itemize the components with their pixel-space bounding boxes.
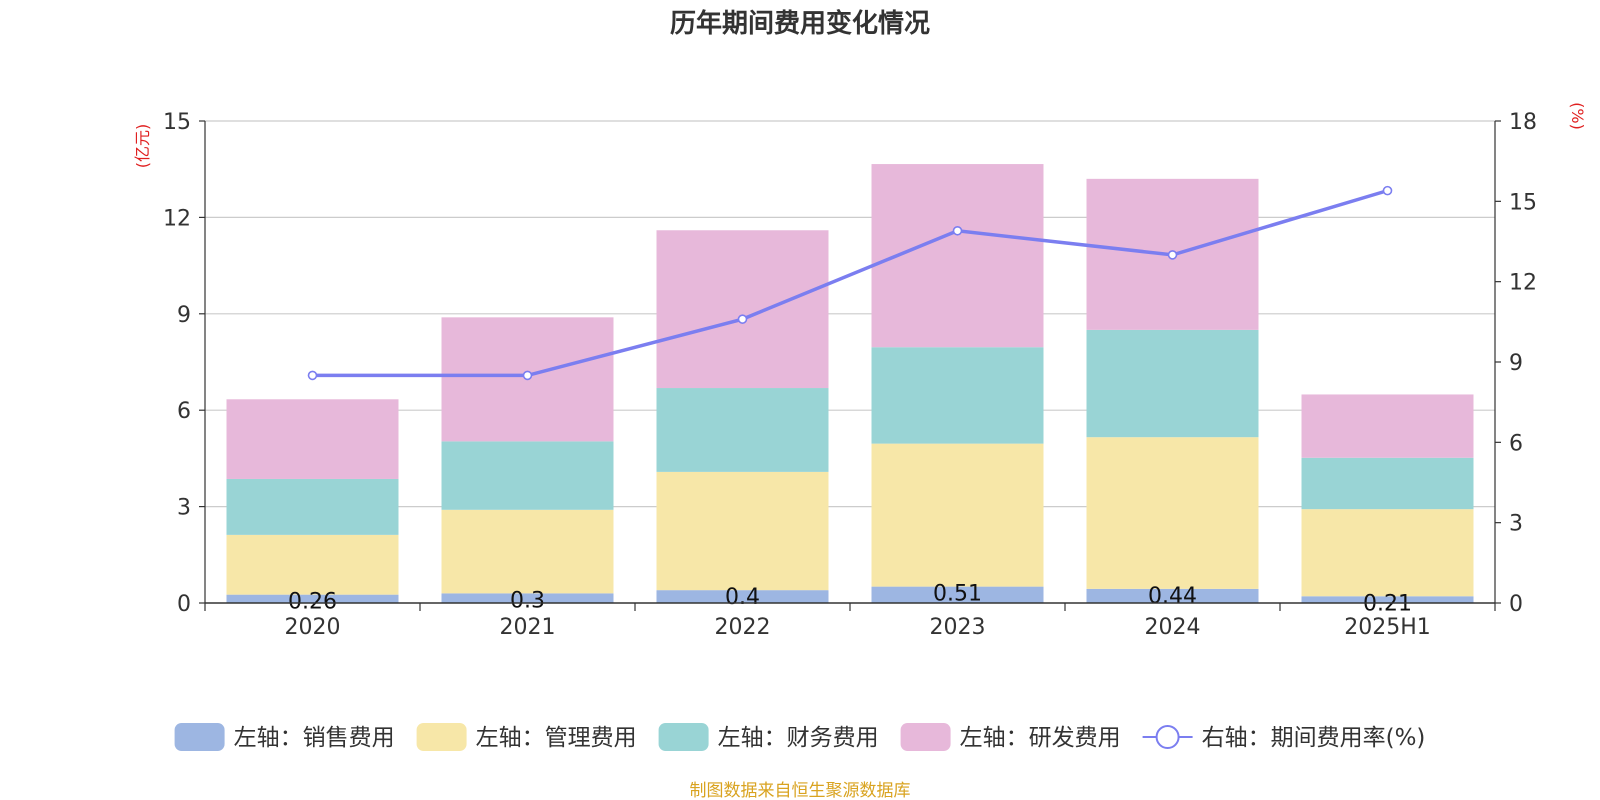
left-axis-unit-label: (亿元) (133, 124, 152, 169)
bar-segment (441, 593, 614, 603)
right-axis-tick-label: 6 (1509, 431, 1523, 456)
bar-segment (441, 509, 614, 594)
bar-segment (656, 590, 829, 603)
bars-group (226, 164, 1474, 603)
bar-segment (1301, 457, 1474, 510)
legend-label: 左轴：财务费用 (718, 725, 879, 751)
bar-segment (226, 534, 399, 595)
rate-line-point (522, 370, 533, 381)
legend-swatch (900, 723, 951, 751)
rate-line-point (952, 225, 963, 236)
x-axis-tick-label: 2020 (285, 615, 341, 640)
legend-label: 左轴：管理费用 (476, 725, 637, 751)
legend-swatch (658, 723, 709, 751)
bar-segment (871, 347, 1044, 444)
bar-segment (226, 594, 399, 603)
bar-segment (1301, 596, 1474, 603)
right-axis-tick-label: 15 (1509, 190, 1537, 215)
rate-line-point (737, 314, 748, 324)
legend-item[interactable]: 左轴：销售费用 (174, 723, 395, 751)
legend-item[interactable]: 右轴：期间费用率(%) (1142, 725, 1426, 751)
legend-label: 左轴：研发费用 (960, 725, 1121, 751)
bar-segment (871, 586, 1044, 603)
bar-segment (1086, 329, 1259, 438)
rate-line-point (1382, 185, 1393, 196)
axes-group: 0 3 6 9 12 15 0 3 6 9 12 15 18 2020 2021 2022 2023 2024 20… (163, 110, 1537, 640)
bar-data-label: 0.3 (510, 588, 545, 613)
rate-line-point (307, 370, 318, 381)
right-axis-tick-label: 12 (1509, 271, 1537, 296)
bar-data-label: 0.21 (1363, 591, 1412, 616)
x-axis-tick-label: 2024 (1145, 615, 1201, 640)
right-axis-tick-label: 18 (1509, 110, 1537, 135)
legend[interactable]: 左轴：销售费用 左轴：管理费用 左轴：财务费用 左轴：研发费用 右轴：期间费用率(%) (174, 723, 1426, 751)
rate-line-group (307, 185, 1393, 381)
legend-label: 左轴：销售费用 (234, 725, 395, 751)
data-source-note: 制图数据来自恒生聚源数据库 (690, 781, 911, 800)
x-axis-tick-label: 2022 (715, 615, 771, 640)
legend-marker (1155, 725, 1180, 749)
legend-label: 右轴：期间费用率(%) (1202, 725, 1426, 751)
bar-segment (441, 441, 614, 510)
left-axis-tick-label: 3 (177, 496, 191, 521)
rate-line (312, 188, 1389, 378)
bar-segment (226, 399, 399, 479)
bar-data-label: 0.44 (1148, 584, 1197, 609)
bar-segment (1301, 394, 1474, 458)
bar-segment (656, 471, 829, 591)
right-axis-unit-label: (%) (1568, 102, 1587, 130)
x-axis-tick-label: 2023 (930, 615, 986, 640)
left-axis-tick-label: 15 (163, 110, 191, 135)
bar-segment (1086, 437, 1259, 589)
right-axis-tick-label: 3 (1509, 512, 1523, 537)
grid-lines (205, 120, 1495, 508)
legend-item[interactable]: 左轴：财务费用 (658, 723, 879, 751)
right-axis-tick-label: 0 (1509, 592, 1523, 617)
bar-labels-group: 0.26 0.3 0.4 0.51 0.44 0.21 (288, 582, 1412, 617)
bar-segment (871, 443, 1044, 587)
bar-data-label: 0.26 (288, 590, 337, 615)
x-axis-tick-label: 2025H1 (1344, 615, 1431, 640)
legend-item[interactable]: 左轴：管理费用 (416, 723, 637, 751)
rate-line-point (1167, 250, 1178, 260)
bar-segment (656, 388, 829, 472)
left-axis-tick-label: 12 (163, 206, 191, 231)
left-axis-tick-label: 9 (177, 303, 191, 328)
bar-segment (1301, 509, 1474, 597)
bar-segment (226, 478, 399, 535)
chart-title: 历年期间费用变化情况 (670, 8, 930, 39)
legend-swatch (416, 723, 467, 751)
bar-segment (656, 230, 829, 389)
left-axis-tick-label: 0 (177, 592, 191, 617)
bar-data-label: 0.4 (725, 585, 760, 610)
left-axis-tick-label: 6 (177, 399, 191, 424)
legend-swatch (174, 723, 225, 751)
bar-segment (1086, 588, 1259, 603)
legend-item[interactable]: 左轴：研发费用 (900, 723, 1121, 751)
right-axis-tick-label: 9 (1509, 351, 1523, 376)
x-axis-tick-label: 2021 (500, 615, 556, 640)
